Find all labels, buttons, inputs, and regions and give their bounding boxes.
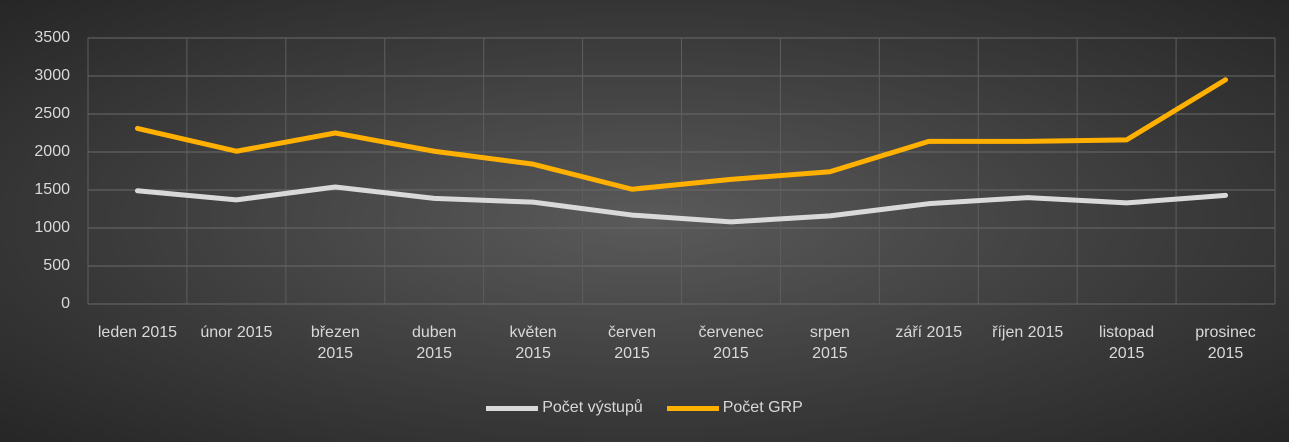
- legend-label: Počet výstupů: [542, 399, 643, 416]
- y-tick-label: 500: [43, 257, 70, 274]
- y-tick-label: 2500: [34, 105, 70, 122]
- x-tick-label: leden 2015: [97, 324, 178, 341]
- y-tick-label: 0: [61, 295, 70, 312]
- x-tick-label: červen 2015: [608, 324, 657, 362]
- legend: Počet výstupů Počet GRP: [0, 399, 1289, 417]
- x-tick-label: březen 2015: [310, 324, 360, 362]
- line-series: [134, 184, 1229, 225]
- x-tick-label: říjen 2015: [992, 324, 1064, 341]
- x-tick-label: únor 2015: [200, 324, 273, 341]
- legend-label: Počet GRP: [722, 399, 803, 416]
- y-tick-label: 1500: [34, 181, 70, 198]
- line-series: [134, 77, 1229, 192]
- legend-swatch: [666, 405, 719, 411]
- x-tick-label: listopad 2015: [1099, 324, 1155, 362]
- y-tick-label: 3000: [34, 67, 70, 84]
- y-tick-label: 3500: [34, 29, 70, 46]
- legend-item: Počet výstupů: [486, 399, 643, 417]
- y-tick-label: 1000: [34, 219, 70, 236]
- x-tick-label: září 2015: [895, 324, 963, 341]
- x-tick-label: červenec 2015: [698, 324, 764, 362]
- x-tick-label: srpen 2015: [809, 324, 850, 362]
- legend-swatch: [486, 405, 539, 411]
- x-tick-label: květen 2015: [509, 324, 557, 362]
- y-tick-label: 2000: [34, 143, 70, 160]
- x-tick-label: duben 2015: [411, 324, 457, 362]
- legend-item: Počet GRP: [666, 399, 803, 417]
- x-tick-label: prosinec 2015: [1195, 324, 1256, 362]
